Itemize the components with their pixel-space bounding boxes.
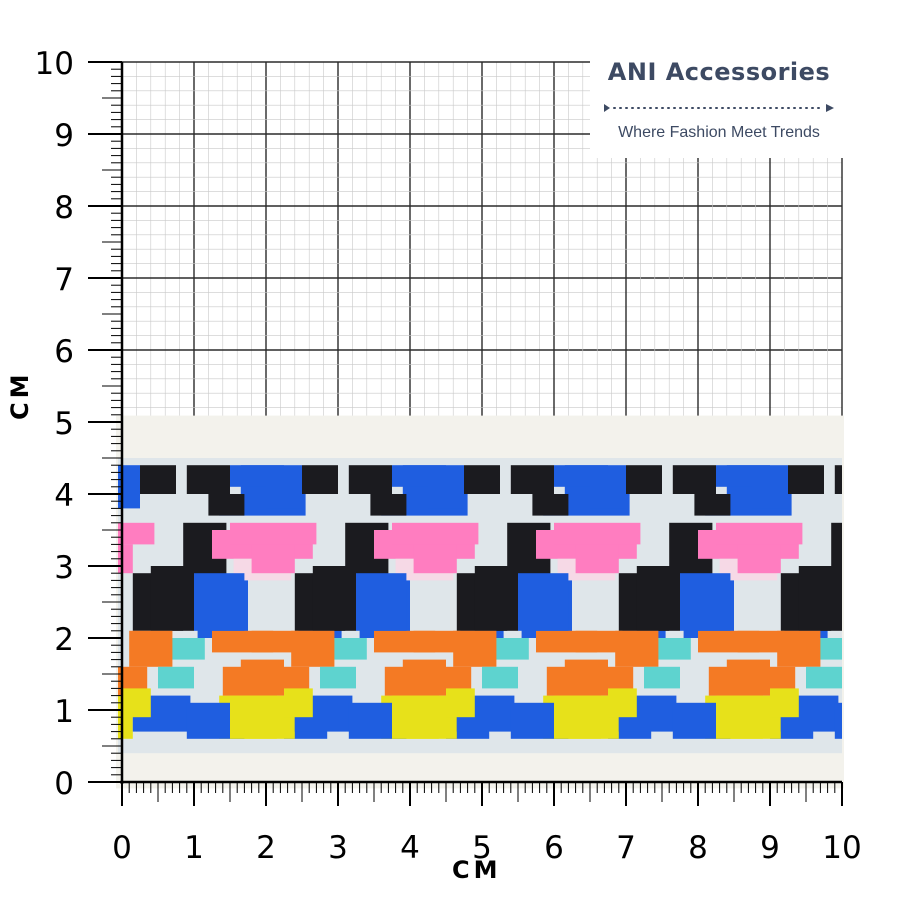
y-tick-label: 8 [54, 190, 74, 226]
motif-yellow [770, 688, 799, 718]
motif-turquoise [158, 666, 194, 689]
motif-black [150, 566, 194, 631]
motif-blue [518, 573, 569, 631]
motif-pink [118, 522, 155, 545]
motif-pink [716, 522, 803, 545]
motif-black [834, 465, 842, 494]
x-tick-label: 3 [328, 830, 348, 866]
motif-turquoise [644, 666, 680, 689]
motif-orange [615, 630, 659, 667]
x-axis-tick-labels: 0 1 2 3 4 5 6 7 8 9 10 [112, 830, 862, 866]
motif-black [510, 465, 554, 494]
y-tick-label: 4 [54, 478, 74, 514]
motif-pink [230, 522, 317, 545]
y-tick-label: 5 [54, 406, 74, 442]
motif-orange [737, 630, 760, 653]
motif-yellow [122, 688, 151, 718]
y-tick-label: 9 [54, 118, 74, 154]
ruler-axes [88, 61, 843, 806]
motif-yellow [446, 688, 475, 718]
motif-black [302, 465, 338, 494]
x-axis-unit-label: CM [452, 856, 502, 884]
motif-pink [392, 522, 479, 545]
motif-black [532, 494, 569, 516]
x-tick-label: 4 [400, 830, 420, 866]
motif-orange [291, 630, 335, 667]
motif-pink [554, 522, 641, 545]
x-tick-label: 5 [472, 830, 492, 866]
brand-logo-box: ANI Accessories Where Fashion Meet Trend… [590, 46, 848, 158]
x-tick-label: 2 [256, 830, 276, 866]
y-tick-label: 3 [54, 550, 74, 586]
motif-turquoise [482, 666, 518, 689]
motif-blue [230, 465, 266, 487]
motif-black [464, 465, 500, 494]
x-tick-label: 6 [544, 830, 564, 866]
motif-black [208, 494, 245, 516]
x-tick-label: 1 [184, 830, 204, 866]
motif-orange [575, 630, 598, 653]
motif-black [140, 465, 176, 494]
motif-turquoise [161, 638, 205, 660]
motif-black [626, 465, 662, 494]
motif-black [348, 465, 392, 494]
x-tick-label: 0 [112, 830, 132, 866]
motif-orange [453, 630, 497, 667]
motif-blue [752, 465, 788, 509]
motif-black [186, 465, 230, 494]
motif-blue [834, 702, 842, 739]
motif-blue [554, 465, 590, 487]
motif-blue [118, 465, 140, 509]
motif-black [694, 494, 731, 516]
motif-black [636, 566, 680, 631]
motif-blue [392, 465, 428, 487]
y-tick-label: 10 [35, 46, 74, 82]
brand-dotted-divider [604, 104, 834, 112]
motif-yellow [284, 688, 313, 718]
motif-pink [251, 544, 295, 574]
brand-name: ANI Accessories [607, 58, 831, 86]
y-axis-tick-labels: 0 1 2 3 4 5 6 7 8 9 10 [35, 46, 74, 802]
motif-orange [777, 630, 821, 667]
y-axis-unit-label: CM [6, 370, 34, 421]
motif-orange [129, 630, 173, 667]
motif-orange [413, 630, 436, 653]
y-tick-label: 2 [54, 622, 74, 658]
motif-blue [590, 465, 626, 509]
motif-pink [413, 544, 457, 574]
motif-blue [266, 465, 302, 509]
y-tick-label: 0 [54, 766, 74, 802]
elastic-band [116, 415, 844, 789]
motif-pink [737, 544, 781, 574]
x-tick-label: 7 [616, 830, 636, 866]
y-tick-label: 1 [54, 694, 74, 730]
motif-turquoise [320, 666, 356, 689]
motif-pink [575, 544, 619, 574]
motif-yellow [608, 688, 637, 718]
motif-black [798, 566, 842, 631]
motif-black [370, 494, 407, 516]
motif-black [312, 566, 356, 631]
motif-blue [428, 465, 464, 509]
x-tick-label: 9 [760, 830, 780, 866]
motif-blue [356, 573, 407, 631]
motif-blue [680, 573, 731, 631]
brand-tagline: Where Fashion Meet Trends [618, 124, 820, 141]
x-tick-label: 10 [822, 830, 861, 866]
x-tick-label: 8 [688, 830, 708, 866]
motif-black [474, 566, 518, 631]
motif-black [788, 465, 824, 494]
motif-orange [251, 630, 274, 653]
motif-blue [716, 465, 752, 487]
motif-turquoise [806, 666, 842, 689]
y-tick-label: 6 [54, 334, 74, 370]
motif-black [672, 465, 716, 494]
y-tick-label: 7 [54, 262, 74, 298]
motif-blue [194, 573, 245, 631]
